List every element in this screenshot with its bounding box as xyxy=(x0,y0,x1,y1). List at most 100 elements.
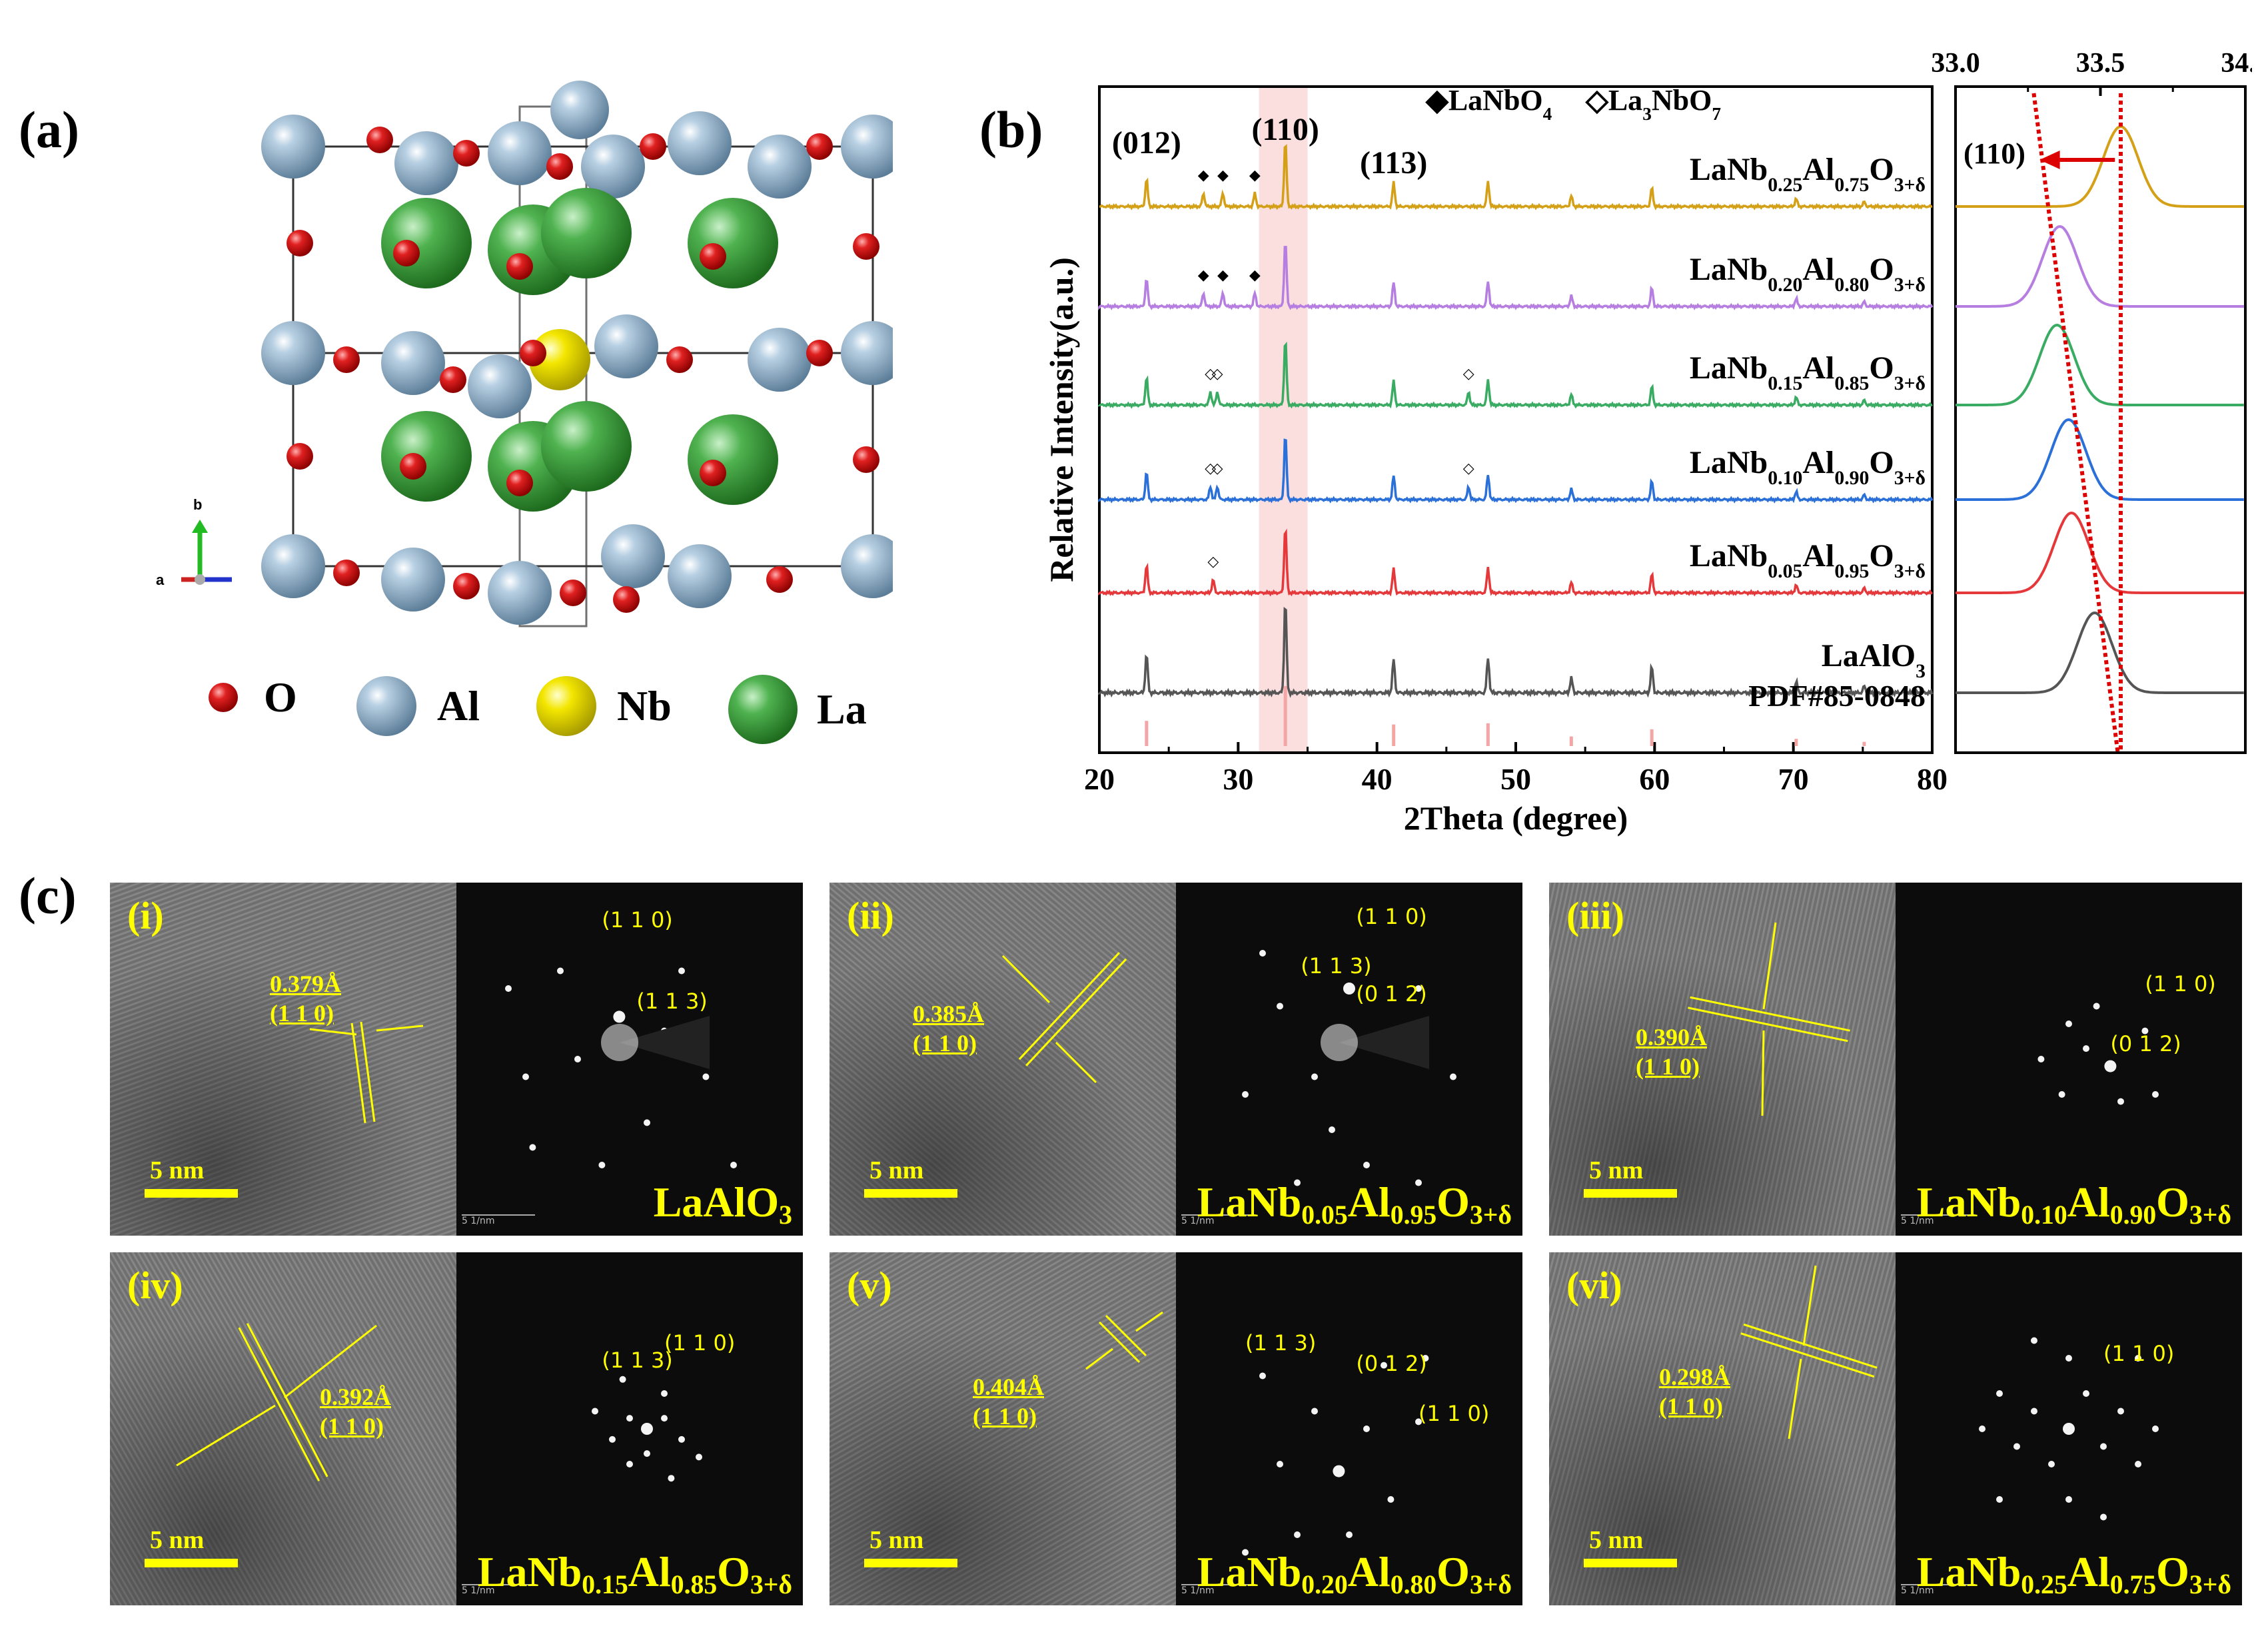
xrd-series-line xyxy=(1098,607,1934,698)
diffraction-spot xyxy=(505,985,512,992)
saed-hkl-label: (0 1 2) xyxy=(2110,1030,2181,1056)
zoom-tick-label: 33.5 xyxy=(2076,48,2125,79)
xrd-series-line xyxy=(1098,341,1933,409)
scale-bar-label: 5 nm xyxy=(1589,1526,1644,1554)
hrtem-image xyxy=(830,883,1176,1236)
impurity-marker: ◆ xyxy=(1217,167,1229,184)
diffraction-spot xyxy=(1450,1073,1456,1080)
x-tick-label: 50 xyxy=(1500,762,1531,796)
d-spacing-label: 0.404Å (1 1 0) xyxy=(973,1372,1044,1431)
x-tick-label: 20 xyxy=(1084,762,1115,796)
zoom-tick-label: 34.0 xyxy=(2221,48,2252,79)
saed-pattern xyxy=(1896,883,2242,1236)
x-tick-label: 70 xyxy=(1778,762,1809,796)
diffraction-spot xyxy=(696,1453,702,1461)
diffraction-spot xyxy=(678,1435,685,1443)
legend-label-o: O xyxy=(264,673,297,721)
phase-legend-la3nbo7: ◇La3NbO7 xyxy=(1585,84,1721,124)
diffraction-spot xyxy=(574,1056,581,1062)
panel-label-c: (c) xyxy=(19,867,77,925)
diffraction-spot xyxy=(678,967,685,975)
saed-hkl-label: (1 1 0) xyxy=(2145,971,2216,997)
d-spacing-label: 0.392Å (1 1 0) xyxy=(320,1382,391,1441)
composition-label: LaNb0.25Al0.75O3+δ xyxy=(1916,1547,2231,1599)
diffraction-spot xyxy=(1294,1531,1301,1538)
saed-hkl-label: (1 1 0) xyxy=(1418,1400,1490,1426)
fringe-arrow-icon xyxy=(176,1404,276,1467)
diffraction-spot xyxy=(2104,1060,2117,1072)
impurity-marker: ◆ xyxy=(1249,167,1261,184)
diffraction-spot xyxy=(609,1435,616,1443)
impurity-marker: ◇ xyxy=(1207,554,1219,570)
fringe-arrow-icon xyxy=(1761,1030,1765,1116)
scale-bar xyxy=(864,1189,957,1198)
niobium-atom-icon xyxy=(536,676,596,736)
diffraction-spot xyxy=(661,1390,668,1397)
scale-bar xyxy=(1584,1559,1677,1567)
d-spacing-label: 0.379Å (1 1 0) xyxy=(270,969,341,1028)
saed-hkl-label: (1 1 0) xyxy=(664,1330,736,1356)
legend-item-o: O xyxy=(200,673,297,722)
scale-bar xyxy=(145,1189,238,1198)
diffraction-spot xyxy=(2117,1408,2124,1415)
tem-panel: (v) 5 nm 0.404Å (1 1 0) (1 1 3) (0 1 2) (1 1 0… xyxy=(830,1252,1522,1605)
diffraction-spot xyxy=(2063,1423,2075,1435)
diffraction-spot xyxy=(2141,1027,2149,1034)
diffraction-spot xyxy=(2031,1337,2037,1344)
zoom-tick-label: 33.0 xyxy=(1931,48,1980,79)
saed-pattern xyxy=(456,1252,803,1605)
central-beam xyxy=(601,1024,638,1061)
series-label: LaNb0.20Al0.80O3+δ xyxy=(1690,252,1926,296)
fringe-arrow-icon xyxy=(1001,955,1051,1004)
hrtem-shading xyxy=(1549,883,1896,1236)
diffraction-spot xyxy=(1996,1390,2003,1397)
fringe-line xyxy=(1098,1321,1141,1364)
tem-panel: (iii) 5 nm 0.390Å (1 1 0) (1 1 0) (0 1 2) 5 1/… xyxy=(1549,883,2242,1236)
d-spacing-value: 0.379Å xyxy=(270,971,341,997)
diffraction-spot xyxy=(2135,1355,2141,1362)
diffraction-spot xyxy=(522,1073,529,1080)
tem-panel-tag: (i) xyxy=(127,894,164,937)
fringe-arrow-icon xyxy=(1055,1041,1097,1084)
scale-bar xyxy=(1584,1189,1677,1198)
tem-panel-tag: (v) xyxy=(847,1264,892,1307)
saed-hkl-label: (1 1 0) xyxy=(602,907,673,933)
impurity-marker: ◇ xyxy=(1205,460,1216,477)
impurity-marker: ◆ xyxy=(1249,267,1261,284)
series-label: LaNb0.25Al0.75O3+δ xyxy=(1690,152,1926,196)
hrtem-shading xyxy=(1549,1252,1896,1605)
diffraction-spot xyxy=(668,1475,675,1482)
peak-label: (113) xyxy=(1360,145,1427,181)
zoom-series-line xyxy=(1956,511,2244,594)
series-label: LaNb0.15Al0.85O3+δ xyxy=(1690,350,1926,394)
fringe-line xyxy=(1743,1323,1878,1369)
fringe-line xyxy=(350,1022,366,1124)
fringe-line xyxy=(238,1327,320,1481)
diffraction-spot xyxy=(626,1415,633,1422)
legend-label-al: Al xyxy=(437,682,480,729)
phase-legend-lanbo4: ◆LaNbO4 xyxy=(1425,84,1552,124)
diffraction-spot xyxy=(1415,985,1422,992)
fringe-line xyxy=(1740,1332,1875,1378)
crystal-structure: b a xyxy=(156,81,893,627)
diffraction-spot xyxy=(2152,1091,2159,1098)
scale-bar-label: 5 nm xyxy=(150,1526,205,1554)
scale-bar-label: 5 nm xyxy=(869,1156,924,1184)
lattice-plane: (1 1 0) xyxy=(913,1030,977,1056)
saed-scale-label: 5 1/nm xyxy=(1181,1214,1255,1226)
saed-scale-label: 5 1/nm xyxy=(1901,1214,1974,1226)
oxygen-atom-icon xyxy=(209,683,238,712)
hrtem-image xyxy=(110,883,456,1236)
peak-label: (110) xyxy=(1252,112,1319,147)
diffraction-spot xyxy=(1259,1372,1266,1380)
legend-item-al: Al xyxy=(353,673,480,739)
composition-label: LaAlO3 xyxy=(653,1178,792,1230)
beam-stop xyxy=(1339,1016,1429,1069)
diffraction-spot xyxy=(2058,1091,2065,1098)
lattice-plane: (1 1 0) xyxy=(973,1403,1037,1429)
saed-background xyxy=(1176,883,1522,1236)
axis-b-label: b xyxy=(193,496,202,513)
lattice-plane: (1 1 0) xyxy=(1636,1053,1700,1080)
diffraction-spot xyxy=(1363,1425,1370,1432)
aluminum-atom-icon xyxy=(356,676,416,736)
